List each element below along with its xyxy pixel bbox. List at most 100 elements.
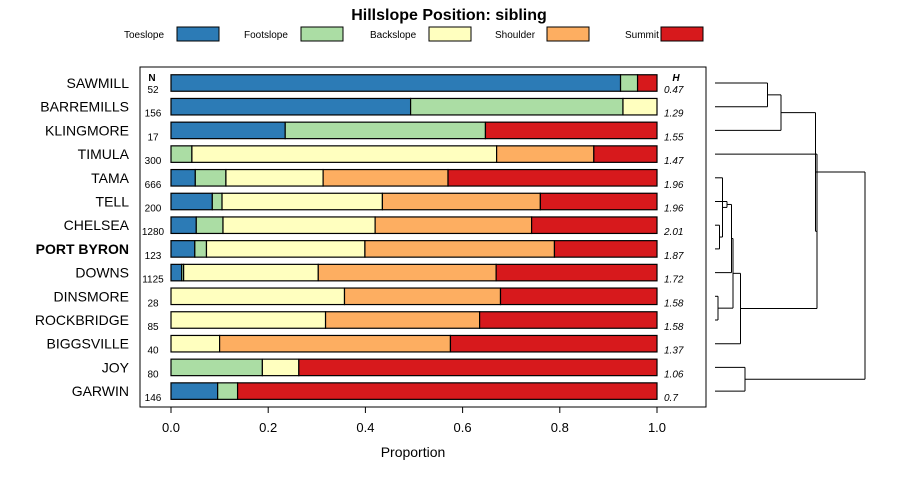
row-label: TIMULA xyxy=(78,146,130,162)
bar-segment xyxy=(205,240,366,258)
row-n-count: 200 xyxy=(145,204,162,215)
row-h-value: 1.72 xyxy=(664,275,684,286)
row-h-value: 1.37 xyxy=(664,346,684,357)
bar-segment xyxy=(496,145,595,163)
legend-swatch xyxy=(546,26,590,42)
bar-segment xyxy=(217,382,239,400)
legend-swatch xyxy=(176,26,220,42)
bar-segment xyxy=(381,192,541,211)
row-n-count: 666 xyxy=(145,180,162,191)
row-n-count: 123 xyxy=(145,251,162,262)
row-label: PORT BYRON xyxy=(36,241,129,257)
legend-swatch xyxy=(300,26,344,42)
bar-segment xyxy=(479,311,658,329)
n-header: N xyxy=(148,73,155,84)
row-n-count: 300 xyxy=(145,156,162,167)
bar-segment xyxy=(499,287,658,306)
row-label: CHELSEA xyxy=(64,217,130,233)
bar-segment xyxy=(447,168,658,187)
row-label: GARWIN xyxy=(72,383,129,399)
bar-segment xyxy=(539,192,658,211)
row-h-value: 1.58 xyxy=(664,298,684,309)
bar-segment xyxy=(222,216,376,235)
bar-segment xyxy=(170,311,327,329)
bar-segment xyxy=(622,97,658,116)
row-n-count: 17 xyxy=(147,132,159,143)
plot-frame xyxy=(139,66,707,408)
bar-segment xyxy=(191,145,498,163)
bar-segment xyxy=(261,358,300,377)
row-n-count: 28 xyxy=(147,298,159,309)
x-tick-label: 0.2 xyxy=(259,420,277,435)
row-h-value: 1.06 xyxy=(664,369,684,380)
legend: Toeslope Footslope Backslope Shoulder Summit xyxy=(124,26,704,42)
bar-segment xyxy=(170,216,197,235)
row-h-value: 0.47 xyxy=(664,85,684,96)
bar-rows: SAWMILL 52 0.47 BARREMILLS 156 1.29 KLINGMORE 1… xyxy=(35,74,684,404)
bar-segment xyxy=(194,168,227,187)
chart-title: Hillslope Position: sibling xyxy=(351,7,547,24)
bar-segment xyxy=(619,74,639,92)
x-tick-label: 0.0 xyxy=(162,420,180,435)
row-n-count: 146 xyxy=(145,393,162,404)
bar-segment xyxy=(170,240,196,258)
bar-segment xyxy=(343,287,502,306)
x-tick-label: 0.6 xyxy=(454,420,472,435)
row-h-value: 1.47 xyxy=(664,156,684,167)
row-label: KLINGMORE xyxy=(45,122,129,138)
bar-segment xyxy=(636,74,658,92)
bar-segment xyxy=(298,358,658,377)
row-label: JOY xyxy=(102,359,130,375)
row-label: TELL xyxy=(96,194,130,210)
bar-segment xyxy=(495,263,658,282)
row-h-value: 1.87 xyxy=(664,251,684,262)
x-tick-label: 0.8 xyxy=(551,420,569,435)
bar-segment xyxy=(170,97,412,116)
row-h-value: 0.7 xyxy=(664,393,678,404)
bar-segment xyxy=(225,168,324,187)
row-label: SAWMILL xyxy=(67,75,130,91)
bar-segment xyxy=(531,216,658,235)
legend-label: Toeslope xyxy=(124,30,164,41)
bar-segment xyxy=(195,216,224,235)
row-h-value: 1.29 xyxy=(664,109,684,120)
bar-segment xyxy=(194,240,208,258)
row-h-value: 1.55 xyxy=(664,132,684,143)
bar-segment xyxy=(374,216,533,235)
legend-swatch xyxy=(660,26,704,42)
h-header: H xyxy=(672,73,680,84)
bar-segment xyxy=(484,121,658,140)
x-tick-label: 0.4 xyxy=(356,420,374,435)
bar-segment xyxy=(170,334,221,353)
bar-segment xyxy=(409,97,624,116)
legend-label: Summit xyxy=(625,30,659,41)
legend-swatch xyxy=(428,26,472,42)
bar-segment xyxy=(170,358,263,377)
bar-segment xyxy=(449,334,658,353)
bar-segment xyxy=(170,287,346,306)
row-h-value: 1.58 xyxy=(664,322,684,333)
row-label: BARREMILLS xyxy=(40,99,129,115)
row-n-count: 156 xyxy=(145,109,162,120)
row-n-count: 1280 xyxy=(142,227,165,238)
row-label: ROCKBRIDGE xyxy=(35,312,129,328)
legend-label: Footslope xyxy=(244,30,288,41)
bar-segment xyxy=(170,382,219,400)
row-h-value: 2.01 xyxy=(663,227,683,238)
bar-segment xyxy=(219,334,452,353)
row-label: DOWNS xyxy=(75,265,129,281)
row-h-value: 1.96 xyxy=(664,180,684,191)
bar-segment xyxy=(324,311,481,329)
row-n-count: 40 xyxy=(147,346,159,357)
bar-segment xyxy=(317,263,497,282)
bar-segment xyxy=(170,145,193,163)
x-tick-label: 1.0 xyxy=(648,420,666,435)
bar-segment xyxy=(553,240,658,258)
bar-segment xyxy=(170,168,196,187)
x-axis: 0.0 0.2 0.4 0.6 0.8 1.0 xyxy=(162,407,666,435)
bar-segment xyxy=(170,74,622,92)
bar-segment xyxy=(170,192,213,211)
bar-segment xyxy=(593,145,658,163)
